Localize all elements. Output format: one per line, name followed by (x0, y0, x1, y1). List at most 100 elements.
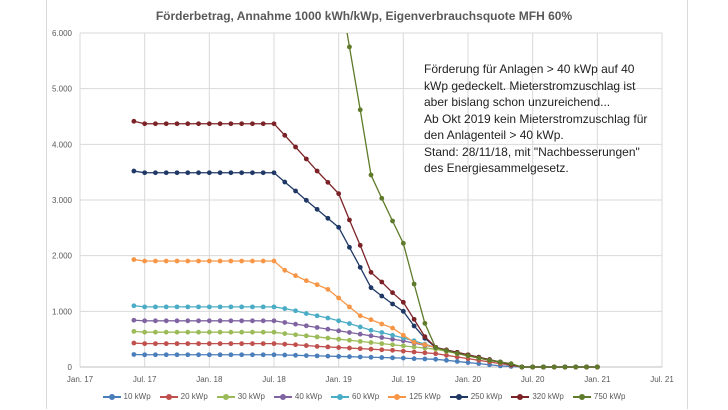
data-point (163, 121, 169, 127)
data-point (260, 352, 266, 358)
data-point (153, 352, 158, 358)
legend-label: 750 kWp (593, 392, 626, 401)
data-point (303, 197, 309, 203)
data-point (217, 170, 223, 176)
data-point (411, 281, 417, 287)
data-point (454, 359, 460, 364)
data-point (239, 258, 245, 264)
data-point (196, 341, 201, 347)
data-point (206, 121, 212, 127)
data-point (250, 352, 255, 358)
data-point (347, 330, 352, 335)
data-point (185, 121, 191, 127)
data-point (163, 341, 169, 347)
data-point (411, 323, 417, 329)
data-point (142, 341, 148, 347)
data-point (314, 325, 320, 330)
data-point (379, 355, 385, 360)
data-point (131, 340, 137, 346)
data-point (196, 318, 201, 324)
series-750-kwp (346, 33, 600, 370)
data-point (411, 344, 417, 350)
data-point (325, 215, 331, 221)
legend-item: 40 kWp (273, 392, 322, 401)
data-point (228, 352, 234, 358)
data-point (142, 121, 148, 127)
data-point (293, 308, 298, 314)
data-point (228, 329, 234, 335)
legend-label: 60 kWp (352, 392, 380, 401)
data-point (206, 304, 212, 310)
annotation-text: Förderung für Anlagen > 40 kWp auf 40 kW… (424, 61, 674, 177)
data-point (250, 329, 255, 335)
data-point (379, 347, 385, 353)
data-point (282, 132, 288, 138)
data-point (174, 170, 180, 176)
data-point (584, 364, 589, 370)
series-line (133, 258, 598, 368)
data-point (174, 304, 180, 310)
data-point (250, 258, 255, 264)
data-point (260, 318, 266, 324)
data-point (142, 258, 148, 264)
x-tick-label: Jul. 17 (133, 375, 157, 384)
data-point (390, 342, 395, 348)
data-point (411, 356, 417, 362)
series-60-kwp (131, 303, 600, 370)
data-point (293, 273, 298, 279)
data-point (336, 345, 342, 350)
annotation-line: Stand: 28/11/18, mit "Nachbesserungen" (424, 144, 640, 159)
data-point (282, 331, 288, 336)
data-point (131, 352, 137, 357)
data-point (174, 258, 180, 264)
data-point (357, 313, 363, 319)
data-point (185, 352, 191, 358)
data-point (174, 121, 180, 127)
legend-item: 20 kWp (159, 392, 208, 401)
data-point (379, 279, 385, 285)
legend-item: 60 kWp (331, 392, 379, 401)
data-point (303, 323, 309, 329)
y-tick-label: 2.000 (52, 252, 73, 261)
data-point (357, 324, 363, 330)
data-point (271, 121, 277, 127)
data-point (282, 352, 288, 358)
data-point (390, 218, 395, 224)
data-point (250, 170, 255, 176)
x-tick-label: Jul. 19 (392, 375, 416, 384)
data-point (282, 179, 288, 185)
data-point (314, 168, 320, 174)
data-point (293, 332, 298, 338)
data-point (271, 170, 277, 176)
data-point (260, 329, 266, 335)
y-tick-label: 6.000 (52, 29, 73, 38)
data-point (271, 318, 277, 324)
chart-frame (46, 0, 688, 409)
data-point (368, 172, 374, 178)
data-point (314, 282, 320, 288)
legend-marker-icon (388, 393, 407, 400)
data-point (357, 242, 363, 248)
data-point (325, 315, 331, 321)
data-point (271, 329, 277, 335)
data-point (228, 170, 234, 176)
data-point (379, 321, 385, 327)
legend-label: 125 kWp (409, 392, 441, 401)
data-point (368, 327, 374, 333)
data-point (347, 217, 352, 223)
data-point (196, 352, 201, 358)
data-point (357, 107, 363, 113)
data-point (239, 318, 245, 324)
data-point (454, 350, 460, 356)
data-point (260, 121, 266, 127)
data-point (206, 258, 212, 264)
legend-item: 750 kWp (572, 392, 626, 401)
data-point (185, 258, 191, 264)
data-point (325, 344, 331, 350)
legend-marker-icon (273, 393, 292, 400)
data-point (185, 318, 191, 324)
data-point (217, 121, 223, 127)
data-point (400, 299, 406, 305)
data-point (153, 304, 158, 310)
